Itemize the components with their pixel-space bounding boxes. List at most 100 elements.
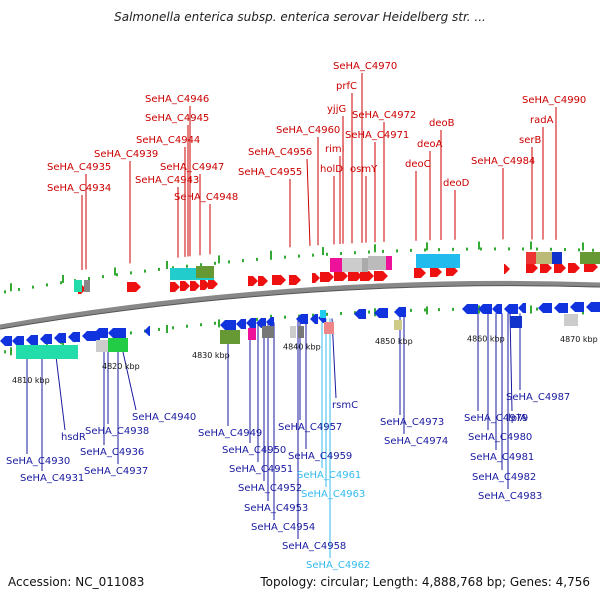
major-tick-top <box>218 255 220 264</box>
topology-summary: Topology: circular; Length: 4,888,768 bp… <box>260 575 590 589</box>
gene-label-seha-c4951[interactable]: SeHA_C4951 <box>229 464 293 475</box>
gene-label-seha-c4947[interactable]: SeHA_C4947 <box>160 162 224 173</box>
tick-mark-top <box>424 248 426 252</box>
tick-mark-top <box>410 248 412 252</box>
tick-mark-bottom <box>354 311 356 315</box>
gene-label-rimi[interactable]: rimI <box>325 144 345 155</box>
gene-label-seha-c4971[interactable]: SeHA_C4971 <box>345 130 409 141</box>
forward-gene-box <box>74 280 82 292</box>
gene-label-seha-c4957[interactable]: SeHA_C4957 <box>278 422 342 433</box>
gene-label-seha-c4944[interactable]: SeHA_C4944 <box>136 135 200 146</box>
gene-label-prfc[interactable]: prfC <box>336 81 357 92</box>
gene-label-rada[interactable]: radA <box>530 115 554 126</box>
major-tick-bottom <box>166 324 168 333</box>
reverse-gene-box <box>16 345 78 359</box>
gene-label-hold[interactable]: holD <box>320 164 343 175</box>
tick-mark-bottom <box>340 311 342 315</box>
reverse-gene-box <box>298 326 304 338</box>
gene-label-rsmc[interactable]: rsmC <box>332 400 358 411</box>
forward-gene-arrow <box>414 268 426 278</box>
gene-label-seha-c4958[interactable]: SeHA_C4958 <box>282 541 346 552</box>
gene-label-seha-c4934[interactable]: SeHA_C4934 <box>47 183 111 194</box>
forward-gene-box <box>580 252 600 264</box>
gene-label-seha-c4931[interactable]: SeHA_C4931 <box>20 473 84 484</box>
gene-label-deod[interactable]: deoD <box>443 178 470 189</box>
gene-label-seha-c4960[interactable]: SeHA_C4960 <box>276 125 340 136</box>
gene-label-seha-c4973[interactable]: SeHA_C4973 <box>380 417 444 428</box>
reverse-gene-arrow <box>462 304 478 314</box>
gene-label-yjjg[interactable]: yjjG <box>327 104 346 115</box>
gene-label-seha-c4949[interactable]: SeHA_C4949 <box>198 428 262 439</box>
reverse-gene-box <box>220 330 240 344</box>
gene-label-seha-c4980[interactable]: SeHA_C4980 <box>468 432 532 443</box>
top-gene-labels[interactable]: SeHA_C4946 SeHA_C4945 SeHA_C4944 SeHA_C4939… <box>47 61 586 203</box>
tick-mark-top <box>312 253 314 257</box>
gene-label-seha-c4940[interactable]: SeHA_C4940 <box>132 412 196 423</box>
gene-label-seha-c4939[interactable]: SeHA_C4939 <box>94 149 158 160</box>
accession-label: Accession: NC_011083 <box>8 575 145 589</box>
reverse-gene-arrow <box>354 309 366 319</box>
tick-mark-bottom <box>452 307 454 311</box>
gene-label-seha-c4982[interactable]: SeHA_C4982 <box>472 472 536 483</box>
gene-label-seha-c4962[interactable]: SeHA_C4962 <box>306 560 370 571</box>
forward-gene-arrow <box>374 271 388 281</box>
gene-label-seha-c4950[interactable]: SeHA_C4950 <box>222 445 286 456</box>
tick-mark-top <box>438 248 440 252</box>
gene-label-serb[interactable]: serB <box>519 135 541 146</box>
gene-label-deoc[interactable]: deoC <box>405 159 431 170</box>
reverse-gene-arrow <box>256 318 266 328</box>
gene-label-seha-c4946[interactable]: SeHA_C4946 <box>145 94 209 105</box>
gene-label-seha-c4963[interactable]: SeHA_C4963 <box>301 489 365 500</box>
gene-label-osmy[interactable]: osmY <box>350 164 378 175</box>
reverse-gene-arrow <box>538 303 552 313</box>
gene-label-seha-c4938[interactable]: SeHA_C4938 <box>85 426 149 437</box>
gene-label-seha-c4961[interactable]: SeHA_C4961 <box>297 470 361 481</box>
gene-label-seha-c4937[interactable]: SeHA_C4937 <box>84 466 148 477</box>
reverse-gene-arrow <box>12 336 24 346</box>
gene-features[interactable] <box>0 252 600 359</box>
gene-label-seha-c4943[interactable]: SeHA_C4943 <box>135 175 199 186</box>
forward-gene-arrow <box>289 275 301 285</box>
forward-gene-arrow <box>554 263 566 273</box>
gene-label-seha-c4981[interactable]: SeHA_C4981 <box>470 452 534 463</box>
reverse-gene-arrow <box>504 304 518 314</box>
tick-mark-top <box>144 269 146 273</box>
gene-label-seha-c4970[interactable]: SeHA_C4970 <box>333 61 397 72</box>
tick-mark-top <box>382 249 384 253</box>
tick-mark-top <box>480 247 482 251</box>
forward-gene-arrow <box>127 282 141 292</box>
forward-gene-box <box>84 280 90 292</box>
gene-label-deoa[interactable]: deoA <box>417 139 443 150</box>
gene-label-seha-c4956[interactable]: SeHA_C4956 <box>248 147 312 158</box>
gene-label-seha-c4930[interactable]: SeHA_C4930 <box>6 456 70 467</box>
gene-label-deob[interactable]: deoB <box>429 118 455 129</box>
gene-label-seha-c4974[interactable]: SeHA_C4974 <box>384 436 448 447</box>
tick-mark-top <box>46 283 48 287</box>
gene-label-seha-c4952[interactable]: SeHA_C4952 <box>238 483 302 494</box>
tick-mark-bottom <box>438 308 440 312</box>
gene-label-seha-c4953[interactable]: SeHA_C4953 <box>244 503 308 514</box>
forward-gene-arrow <box>272 275 286 285</box>
gene-label-seha-c4990[interactable]: SeHA_C4990 <box>522 95 586 106</box>
gene-label-seha-c4984[interactable]: SeHA_C4984 <box>471 156 535 167</box>
tick-mark-top <box>116 273 118 277</box>
gene-label-hsdr[interactable]: hsdR <box>61 432 86 443</box>
gene-label-seha-c4959[interactable]: SeHA_C4959 <box>288 451 352 462</box>
gene-label-seha-c4948[interactable]: SeHA_C4948 <box>174 192 238 203</box>
gene-label-seha-c4983[interactable]: SeHA_C4983 <box>478 491 542 502</box>
reverse-gene-box <box>262 326 274 338</box>
gene-label-seha-c4972[interactable]: SeHA_C4972 <box>352 110 416 121</box>
gene-label-lpla[interactable]: lplA <box>508 413 527 424</box>
scale-tick-label: 4840 kbp <box>283 343 321 352</box>
tick-mark-bottom <box>186 324 188 328</box>
gene-label-seha-c4954[interactable]: SeHA_C4954 <box>251 522 315 533</box>
gene-label-seha-c4987[interactable]: SeHA_C4987 <box>506 392 570 403</box>
gene-label-seha-c4935[interactable]: SeHA_C4935 <box>47 162 111 173</box>
reverse-gene-arrow <box>296 314 308 324</box>
gene-label-seha-c4936[interactable]: SeHA_C4936 <box>80 447 144 458</box>
gene-label-seha-c4979[interactable]: SeHA_C4979 <box>464 413 528 424</box>
gene-label-seha-c4955[interactable]: SeHA_C4955 <box>238 167 302 178</box>
gene-label-seha-c4945[interactable]: SeHA_C4945 <box>145 113 209 124</box>
